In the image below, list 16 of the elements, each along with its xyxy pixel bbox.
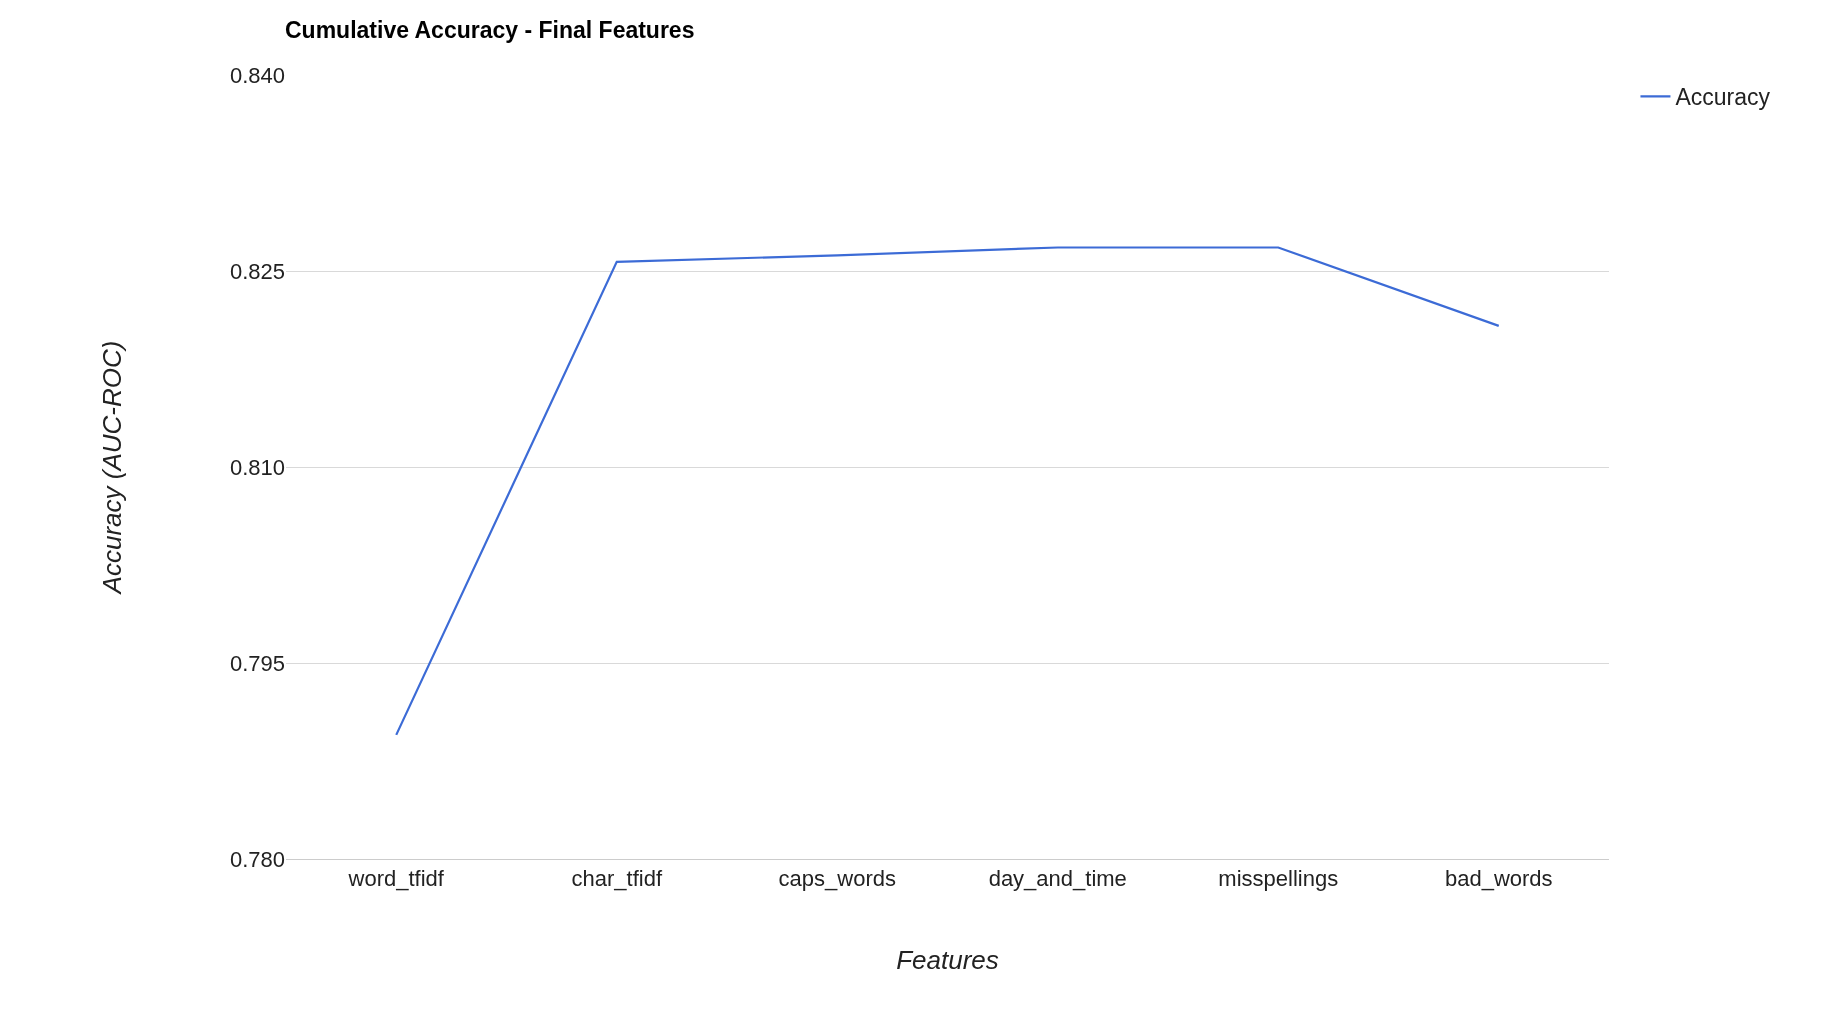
x-tick-label: caps_words (778, 866, 896, 892)
y-axis-title: Accuracy (AUC-ROC) (97, 340, 128, 596)
x-tick-label: char_tfidf (571, 866, 663, 892)
line-series (395, 246, 1500, 736)
y-tick-label: 0.840 (229, 62, 285, 88)
y-tick-label: 0.795 (229, 650, 285, 676)
x-tick-label: misspellings (1218, 866, 1339, 892)
y-tick-label: 0.780 (229, 846, 285, 872)
y-tick-label: 0.810 (229, 454, 285, 480)
y-tick-label: 0.825 (229, 258, 285, 284)
x-tick-label: word_tfidf (347, 866, 445, 892)
x-tick-label: day_and_time (988, 866, 1127, 892)
legend-label: Accuracy (1675, 84, 1771, 111)
chart-title: Cumulative Accuracy - Final Features (285, 17, 695, 44)
x-tick-label: bad_words (1444, 866, 1553, 892)
x-axis-title: Features (896, 945, 999, 976)
